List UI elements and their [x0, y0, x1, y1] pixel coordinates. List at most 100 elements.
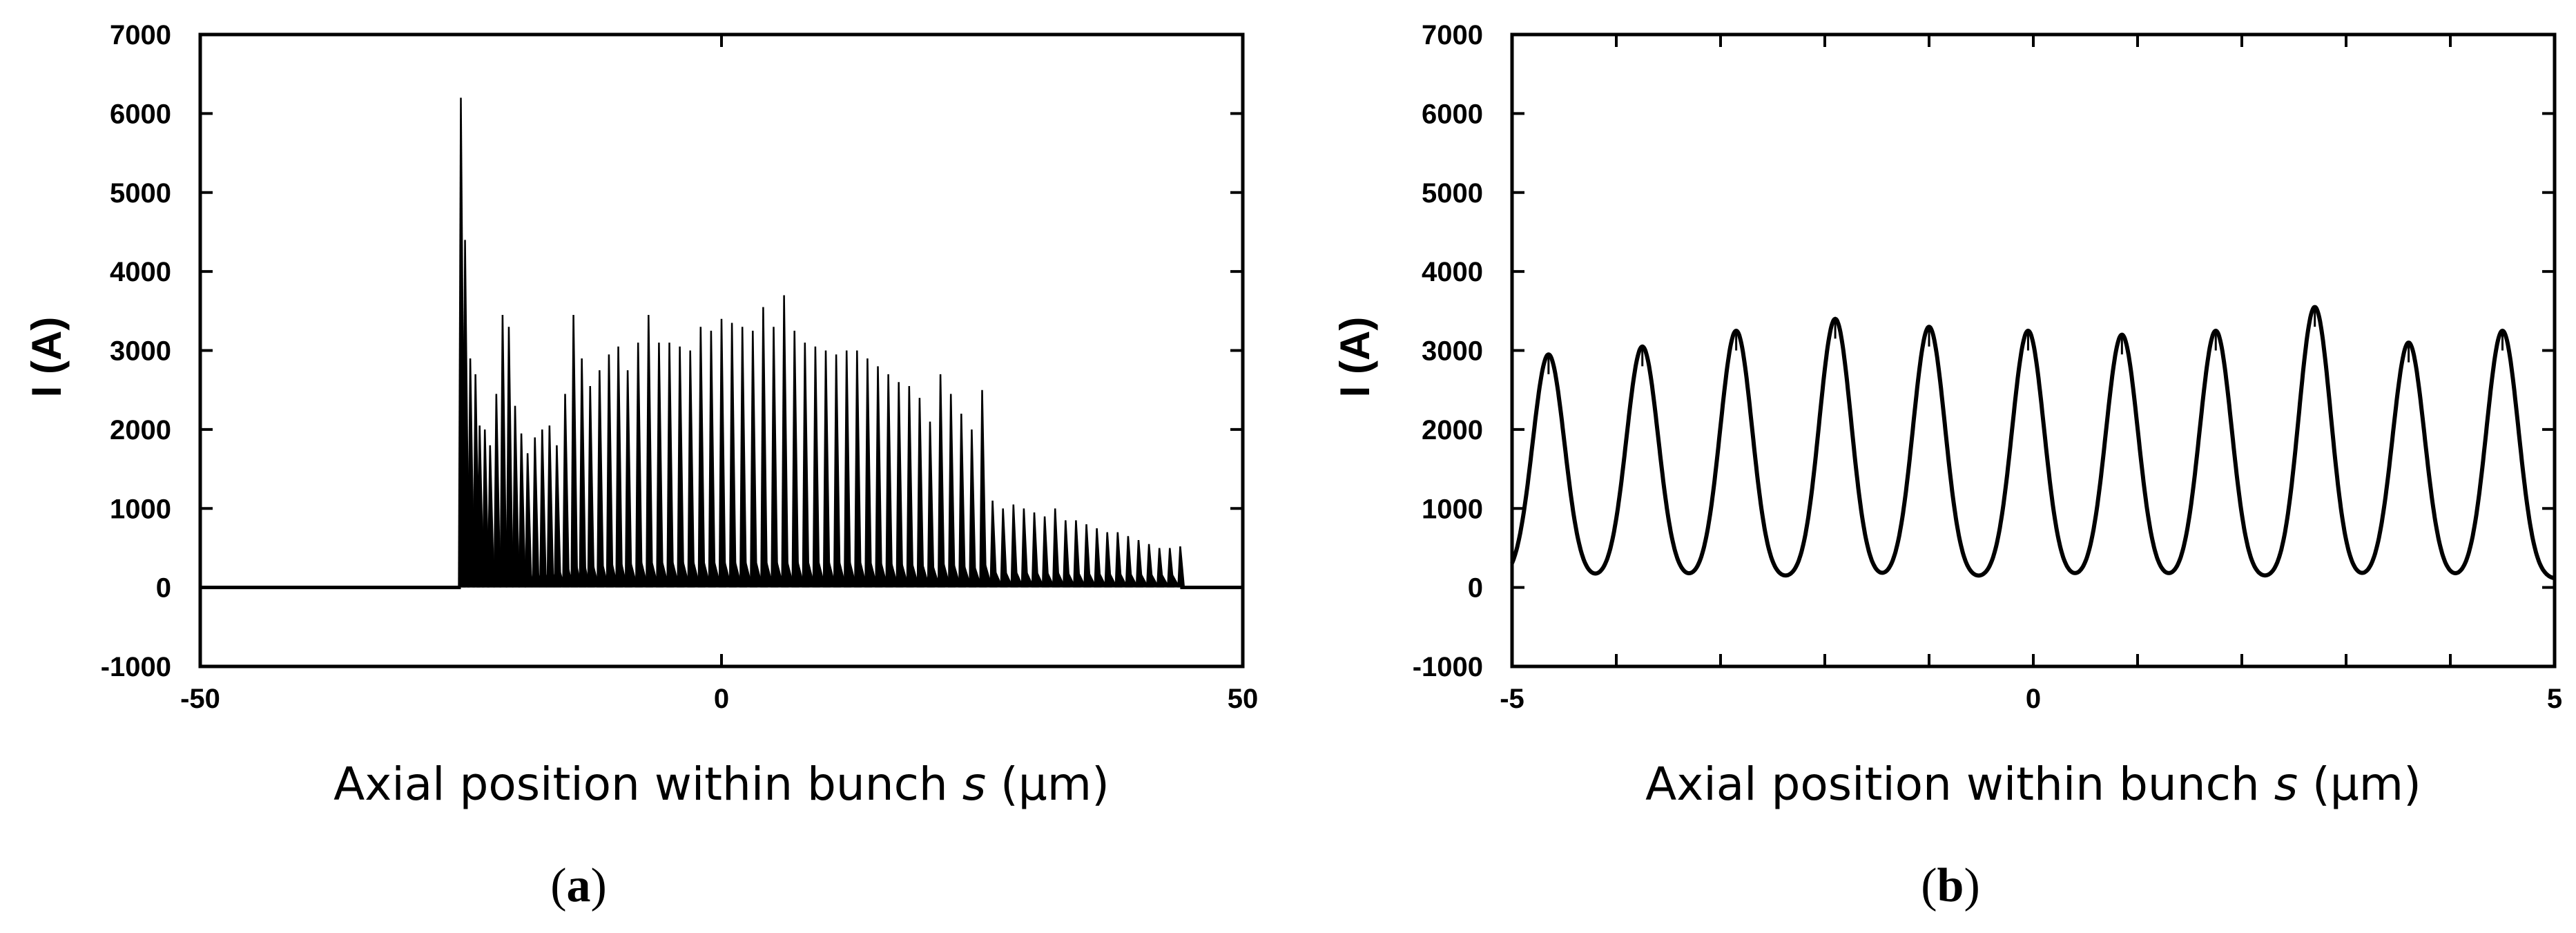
- current-spike: [718, 318, 726, 588]
- current-spike: [708, 330, 716, 588]
- x-axis-label-a: Axial position within bunch s (μm): [333, 758, 1110, 811]
- current-spike: [771, 327, 779, 588]
- x-tick-label: -50: [180, 684, 220, 714]
- y-tick-label: 3000: [110, 336, 171, 367]
- current-spike: [518, 433, 526, 588]
- y-axis-b: -1000 0 1000 2000 3000 4000 5000 6000 7000: [1413, 20, 2555, 682]
- y-tick-label: 1000: [1422, 494, 1483, 524]
- current-spike: [948, 394, 956, 588]
- current-spike: [462, 240, 470, 588]
- current-spike: [822, 350, 831, 588]
- y-tick-label: 7000: [110, 20, 171, 50]
- current-spike: [597, 370, 605, 588]
- current-spike: [1114, 532, 1123, 588]
- x-tick-label: 0: [714, 684, 729, 714]
- current-spike: [499, 315, 507, 588]
- y-axis-a: -1000 0 1000 2000 3000 4000 5000 6000 7000: [101, 20, 1243, 682]
- current-spike: [1041, 516, 1049, 588]
- y-tick-label: 4000: [1422, 257, 1483, 287]
- current-spike: [546, 425, 554, 588]
- current-spike: [512, 405, 520, 588]
- x-axis-label-b: Axial position within bunch s (μm): [1645, 758, 2421, 811]
- y-tick-label: 0: [156, 573, 171, 604]
- current-spike: [656, 343, 664, 588]
- current-spike: [728, 323, 737, 588]
- x-tick-label: 5: [2547, 684, 2562, 714]
- current-spike: [937, 374, 945, 588]
- current-spike: [687, 350, 695, 588]
- y-tick-label: 5000: [110, 178, 171, 209]
- panel-caption-a: (a): [550, 859, 607, 912]
- current-spike: [505, 327, 514, 588]
- current-spike: [1031, 512, 1039, 588]
- current-spike: [635, 343, 643, 588]
- current-spike: [844, 350, 851, 588]
- current-spike: [1083, 524, 1092, 588]
- current-spike: [885, 374, 893, 588]
- current-spike: [864, 358, 873, 588]
- current-spike: [467, 358, 475, 588]
- current-spike: [524, 453, 532, 588]
- panel-a: -1000 0 1000 2000 3000 4000 5000 6000 7000 -50 0 5…: [23, 20, 1258, 912]
- current-spike: [1094, 528, 1102, 588]
- current-spike: [579, 358, 587, 588]
- y-tick-label: 6000: [110, 99, 171, 129]
- current-spike: [476, 425, 485, 588]
- current-spike: [562, 394, 570, 588]
- current-spike: [570, 315, 579, 588]
- x-axis-a: -50 0 50: [180, 35, 1258, 714]
- x-tick-label: 0: [2026, 684, 2041, 714]
- current-spike: [1020, 508, 1029, 588]
- current-spike: [1177, 546, 1185, 588]
- y-tick-label: 6000: [1422, 99, 1483, 129]
- current-spike: [895, 382, 904, 588]
- current-spike: [802, 343, 810, 588]
- current-spike: [1156, 548, 1164, 588]
- y-tick-label: 4000: [110, 257, 171, 287]
- y-axis-label-b: I (A): [1332, 317, 1378, 398]
- y-tick-label: 5000: [1422, 178, 1483, 209]
- current-spike: [606, 354, 614, 588]
- current-spike: [916, 398, 924, 588]
- y-tick-label: 1000: [110, 494, 171, 524]
- current-spike: [812, 346, 820, 588]
- current-spike: [1135, 540, 1143, 588]
- current-spike: [760, 307, 768, 588]
- x-tick-label: -5: [1500, 684, 1524, 714]
- data-series-a: [200, 97, 1243, 590]
- current-spike: [1167, 548, 1175, 588]
- current-spike: [969, 429, 977, 588]
- current-spike: [697, 327, 706, 588]
- y-tick-label: 7000: [1422, 20, 1483, 50]
- current-spike: [906, 385, 914, 588]
- current-spike: [1063, 520, 1071, 588]
- current-spike: [739, 327, 747, 588]
- y-tick-label: -1000: [1413, 652, 1483, 682]
- y-tick-label: 2000: [1422, 415, 1483, 445]
- current-spike: [646, 315, 654, 588]
- panel-caption-b: (b): [1921, 859, 1980, 912]
- data-series-b: [1510, 305, 2556, 581]
- current-spike: [1010, 504, 1018, 588]
- current-spike: [1052, 508, 1060, 588]
- x-axis-b: -5 0 5: [1500, 35, 2562, 714]
- current-spike: [1000, 508, 1008, 588]
- current-spike: [624, 370, 632, 588]
- current-spike: [482, 429, 490, 588]
- current-spike: [989, 500, 998, 588]
- y-tick-label: 3000: [1422, 336, 1483, 367]
- y-tick-label: 2000: [110, 415, 171, 445]
- y-tick-label: 0: [1468, 573, 1483, 604]
- current-spike: [539, 429, 547, 588]
- current-spike: [1145, 544, 1154, 588]
- current-spike: [554, 445, 562, 588]
- current-spike: [1073, 520, 1081, 588]
- y-axis-label-a: I (A): [23, 317, 70, 398]
- current-spike: [927, 421, 935, 588]
- current-spike: [750, 330, 758, 588]
- current-spike: [958, 414, 967, 588]
- current-spike: [791, 330, 800, 588]
